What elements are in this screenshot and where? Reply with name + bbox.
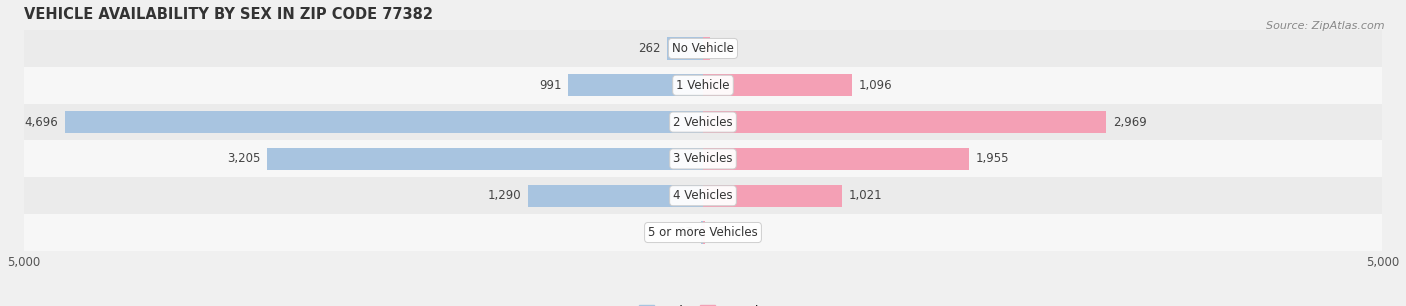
Bar — [65, 111, 703, 133]
Text: 3,205: 3,205 — [228, 152, 260, 166]
Bar — [703, 111, 1107, 133]
Bar — [703, 185, 842, 207]
Bar — [24, 140, 1382, 177]
Bar — [703, 148, 969, 170]
Bar — [24, 177, 1382, 214]
Text: 2,969: 2,969 — [1114, 116, 1147, 129]
Bar — [24, 104, 1382, 140]
Text: 262: 262 — [638, 42, 661, 55]
Bar — [703, 222, 704, 244]
Text: 3 Vehicles: 3 Vehicles — [673, 152, 733, 166]
Bar — [668, 37, 703, 59]
Text: No Vehicle: No Vehicle — [672, 42, 734, 55]
Text: 4,696: 4,696 — [24, 116, 58, 129]
Bar — [24, 30, 1382, 67]
Text: 991: 991 — [538, 79, 561, 92]
Bar — [527, 185, 703, 207]
Text: 17: 17 — [679, 226, 695, 239]
Bar — [703, 74, 852, 96]
Bar — [703, 37, 710, 59]
Text: 1,096: 1,096 — [859, 79, 893, 92]
Text: 2 Vehicles: 2 Vehicles — [673, 116, 733, 129]
Legend: Male, Female: Male, Female — [634, 300, 772, 306]
Bar — [267, 148, 703, 170]
Text: 1,955: 1,955 — [976, 152, 1010, 166]
Bar — [24, 214, 1382, 251]
Text: 48: 48 — [716, 42, 731, 55]
Bar — [24, 67, 1382, 104]
Bar — [568, 74, 703, 96]
Text: 5 or more Vehicles: 5 or more Vehicles — [648, 226, 758, 239]
Bar — [700, 222, 703, 244]
Text: 1,290: 1,290 — [488, 189, 520, 202]
Text: 13: 13 — [711, 226, 727, 239]
Text: 1,021: 1,021 — [849, 189, 882, 202]
Text: VEHICLE AVAILABILITY BY SEX IN ZIP CODE 77382: VEHICLE AVAILABILITY BY SEX IN ZIP CODE … — [24, 7, 433, 22]
Text: Source: ZipAtlas.com: Source: ZipAtlas.com — [1267, 21, 1385, 32]
Text: 4 Vehicles: 4 Vehicles — [673, 189, 733, 202]
Text: 1 Vehicle: 1 Vehicle — [676, 79, 730, 92]
